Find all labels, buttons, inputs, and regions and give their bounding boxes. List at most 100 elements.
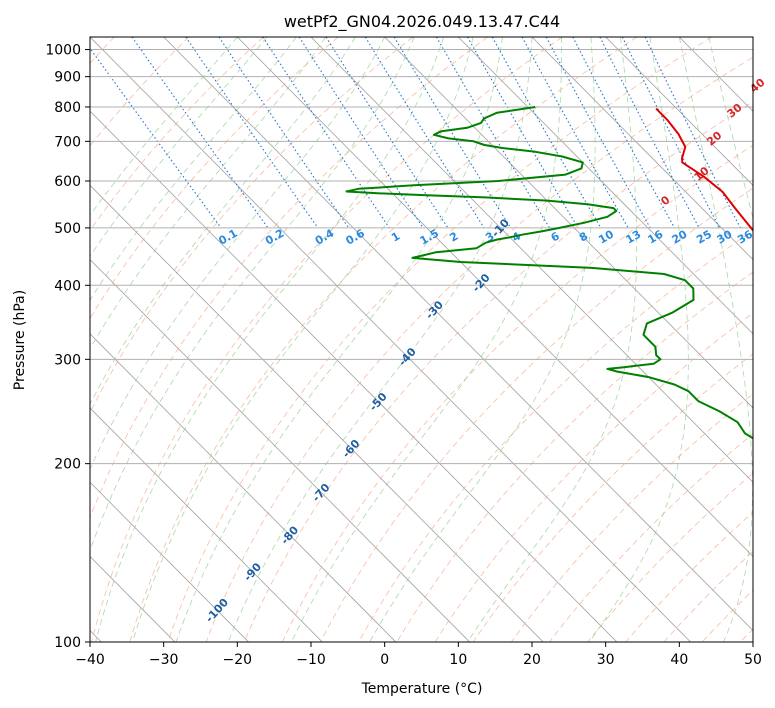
mixing-ratio-label: 30 <box>715 227 735 246</box>
y-tick-label: 600 <box>54 174 81 190</box>
mixing-ratio-label: 1.5 <box>418 227 441 248</box>
isotherm-line <box>90 259 470 642</box>
dewpoint-profile <box>345 106 753 440</box>
dry-adiabat <box>358 229 753 642</box>
y-axis: 100 200 300 400 500 600 700 800 900 1000 <box>45 43 90 651</box>
dry-adiabat <box>90 37 190 147</box>
isotherm-line <box>90 407 323 642</box>
mixing-ratio-label: 0.6 <box>344 226 368 247</box>
moist-adiabat <box>90 37 297 301</box>
mixing-ratio-line <box>262 37 390 229</box>
mixing-ratio-line <box>364 37 485 229</box>
moist-adiabat <box>90 37 327 350</box>
moist-adiabat <box>90 37 268 257</box>
mixing-ratio-line <box>621 37 721 229</box>
mixing-ratio-line <box>545 37 651 229</box>
dry-adiabat <box>472 353 753 642</box>
dry-adiabat <box>205 56 753 642</box>
moist-adiabat <box>132 37 474 642</box>
mixing-ratio-label: 10 <box>596 227 616 246</box>
y-tick-label: 200 <box>54 457 81 473</box>
dry-adiabat <box>510 393 753 642</box>
x-tick-label: −40 <box>75 652 105 668</box>
mixing-ratio-label: 25 <box>694 228 714 247</box>
dry-adiabat <box>282 144 753 642</box>
isotherm-line <box>679 37 753 112</box>
mixing-ratio-label: 13 <box>624 228 644 247</box>
dry-adiabat <box>129 37 638 642</box>
dry-adiabat <box>90 37 414 414</box>
mixing-ratio-line <box>185 37 319 229</box>
plot-frame <box>89 36 754 643</box>
mixing-ratio-label: 16 <box>646 227 666 246</box>
y-tick-label: 1000 <box>45 43 81 59</box>
mixing-ratio-label: 20 <box>670 227 690 246</box>
mixing-ratio-line <box>572 37 675 229</box>
y-tick-label: 400 <box>54 278 81 294</box>
dry-adiabat <box>396 271 753 642</box>
dry-adiabat <box>320 187 753 642</box>
mixing-ratio-line <box>90 47 222 229</box>
dry-adiabat <box>434 312 753 642</box>
dry-adiabat <box>90 37 264 232</box>
isotherm-line <box>310 37 753 483</box>
y-tick-label: 500 <box>54 221 81 237</box>
moist-adiabat <box>90 37 238 217</box>
dry-adiabat <box>90 37 488 519</box>
isotherm-line <box>458 37 753 335</box>
moist-adiabat <box>227 37 533 642</box>
grid-lines <box>90 49 753 642</box>
y-axis-label: Pressure (hPa) <box>12 290 28 390</box>
moist-adiabat-label: 0 <box>658 193 672 208</box>
temperature-profile <box>655 107 753 232</box>
y-tick-label: 800 <box>54 100 81 116</box>
isotherm-line <box>90 333 397 642</box>
y-tick-label: 300 <box>54 352 81 368</box>
x-tick-label: −10 <box>296 652 326 668</box>
isotherm-line <box>237 37 753 558</box>
data-series <box>345 106 753 440</box>
mixing-ratio-line <box>599 37 700 229</box>
x-tick-label: 30 <box>597 652 615 668</box>
mixing-ratio-label: 0.4 <box>313 226 337 247</box>
moist-adiabat <box>90 37 415 552</box>
isotherm-line <box>605 37 753 186</box>
x-tick-label: 10 <box>449 652 467 668</box>
isotherm-line <box>90 37 691 642</box>
x-axis-label: Temperature (°C) <box>361 681 483 697</box>
dry-adiabat <box>740 628 753 642</box>
mixing-ratio-label: 6 <box>549 229 562 244</box>
moist-adiabat <box>467 37 638 642</box>
moist-adiabat <box>708 37 753 221</box>
dry-adiabat <box>549 433 753 642</box>
x-tick-label: 20 <box>523 652 541 668</box>
isotherm-line <box>90 184 544 642</box>
x-tick-label: 0 <box>380 652 389 668</box>
reference-lines <box>90 37 753 642</box>
mixing-ratio-line <box>644 37 741 229</box>
y-tick-label: 100 <box>54 635 81 651</box>
dry-adiabat <box>91 37 563 642</box>
y-tick-label: 700 <box>54 134 81 150</box>
mixing-ratio-label: 0.1 <box>216 227 239 248</box>
moist-adiabat <box>678 37 753 642</box>
moist-adiabat <box>291 37 562 642</box>
isotherm-line <box>384 37 753 409</box>
isotherm-line <box>531 37 753 261</box>
moist-adiabat <box>588 37 689 642</box>
mixing-ratio-line <box>218 37 350 229</box>
x-tick-label: 50 <box>744 652 762 668</box>
moist-adiabat <box>90 37 356 405</box>
mixing-ratio-line <box>131 37 269 229</box>
dry-adiabat <box>167 37 712 642</box>
x-tick-label: 40 <box>670 652 688 668</box>
isotherm-line <box>90 110 618 642</box>
x-tick-label: −30 <box>149 652 179 668</box>
dry-adiabat <box>663 550 753 642</box>
mixing-ratio-label: 2 <box>447 230 460 245</box>
x-axis: −40 −30 −20 −10 0 10 20 30 40 50 <box>75 642 762 668</box>
isotherm-line <box>752 37 753 38</box>
moist-adiabat-label: 40 <box>747 76 767 96</box>
dry-adiabat <box>587 472 753 642</box>
